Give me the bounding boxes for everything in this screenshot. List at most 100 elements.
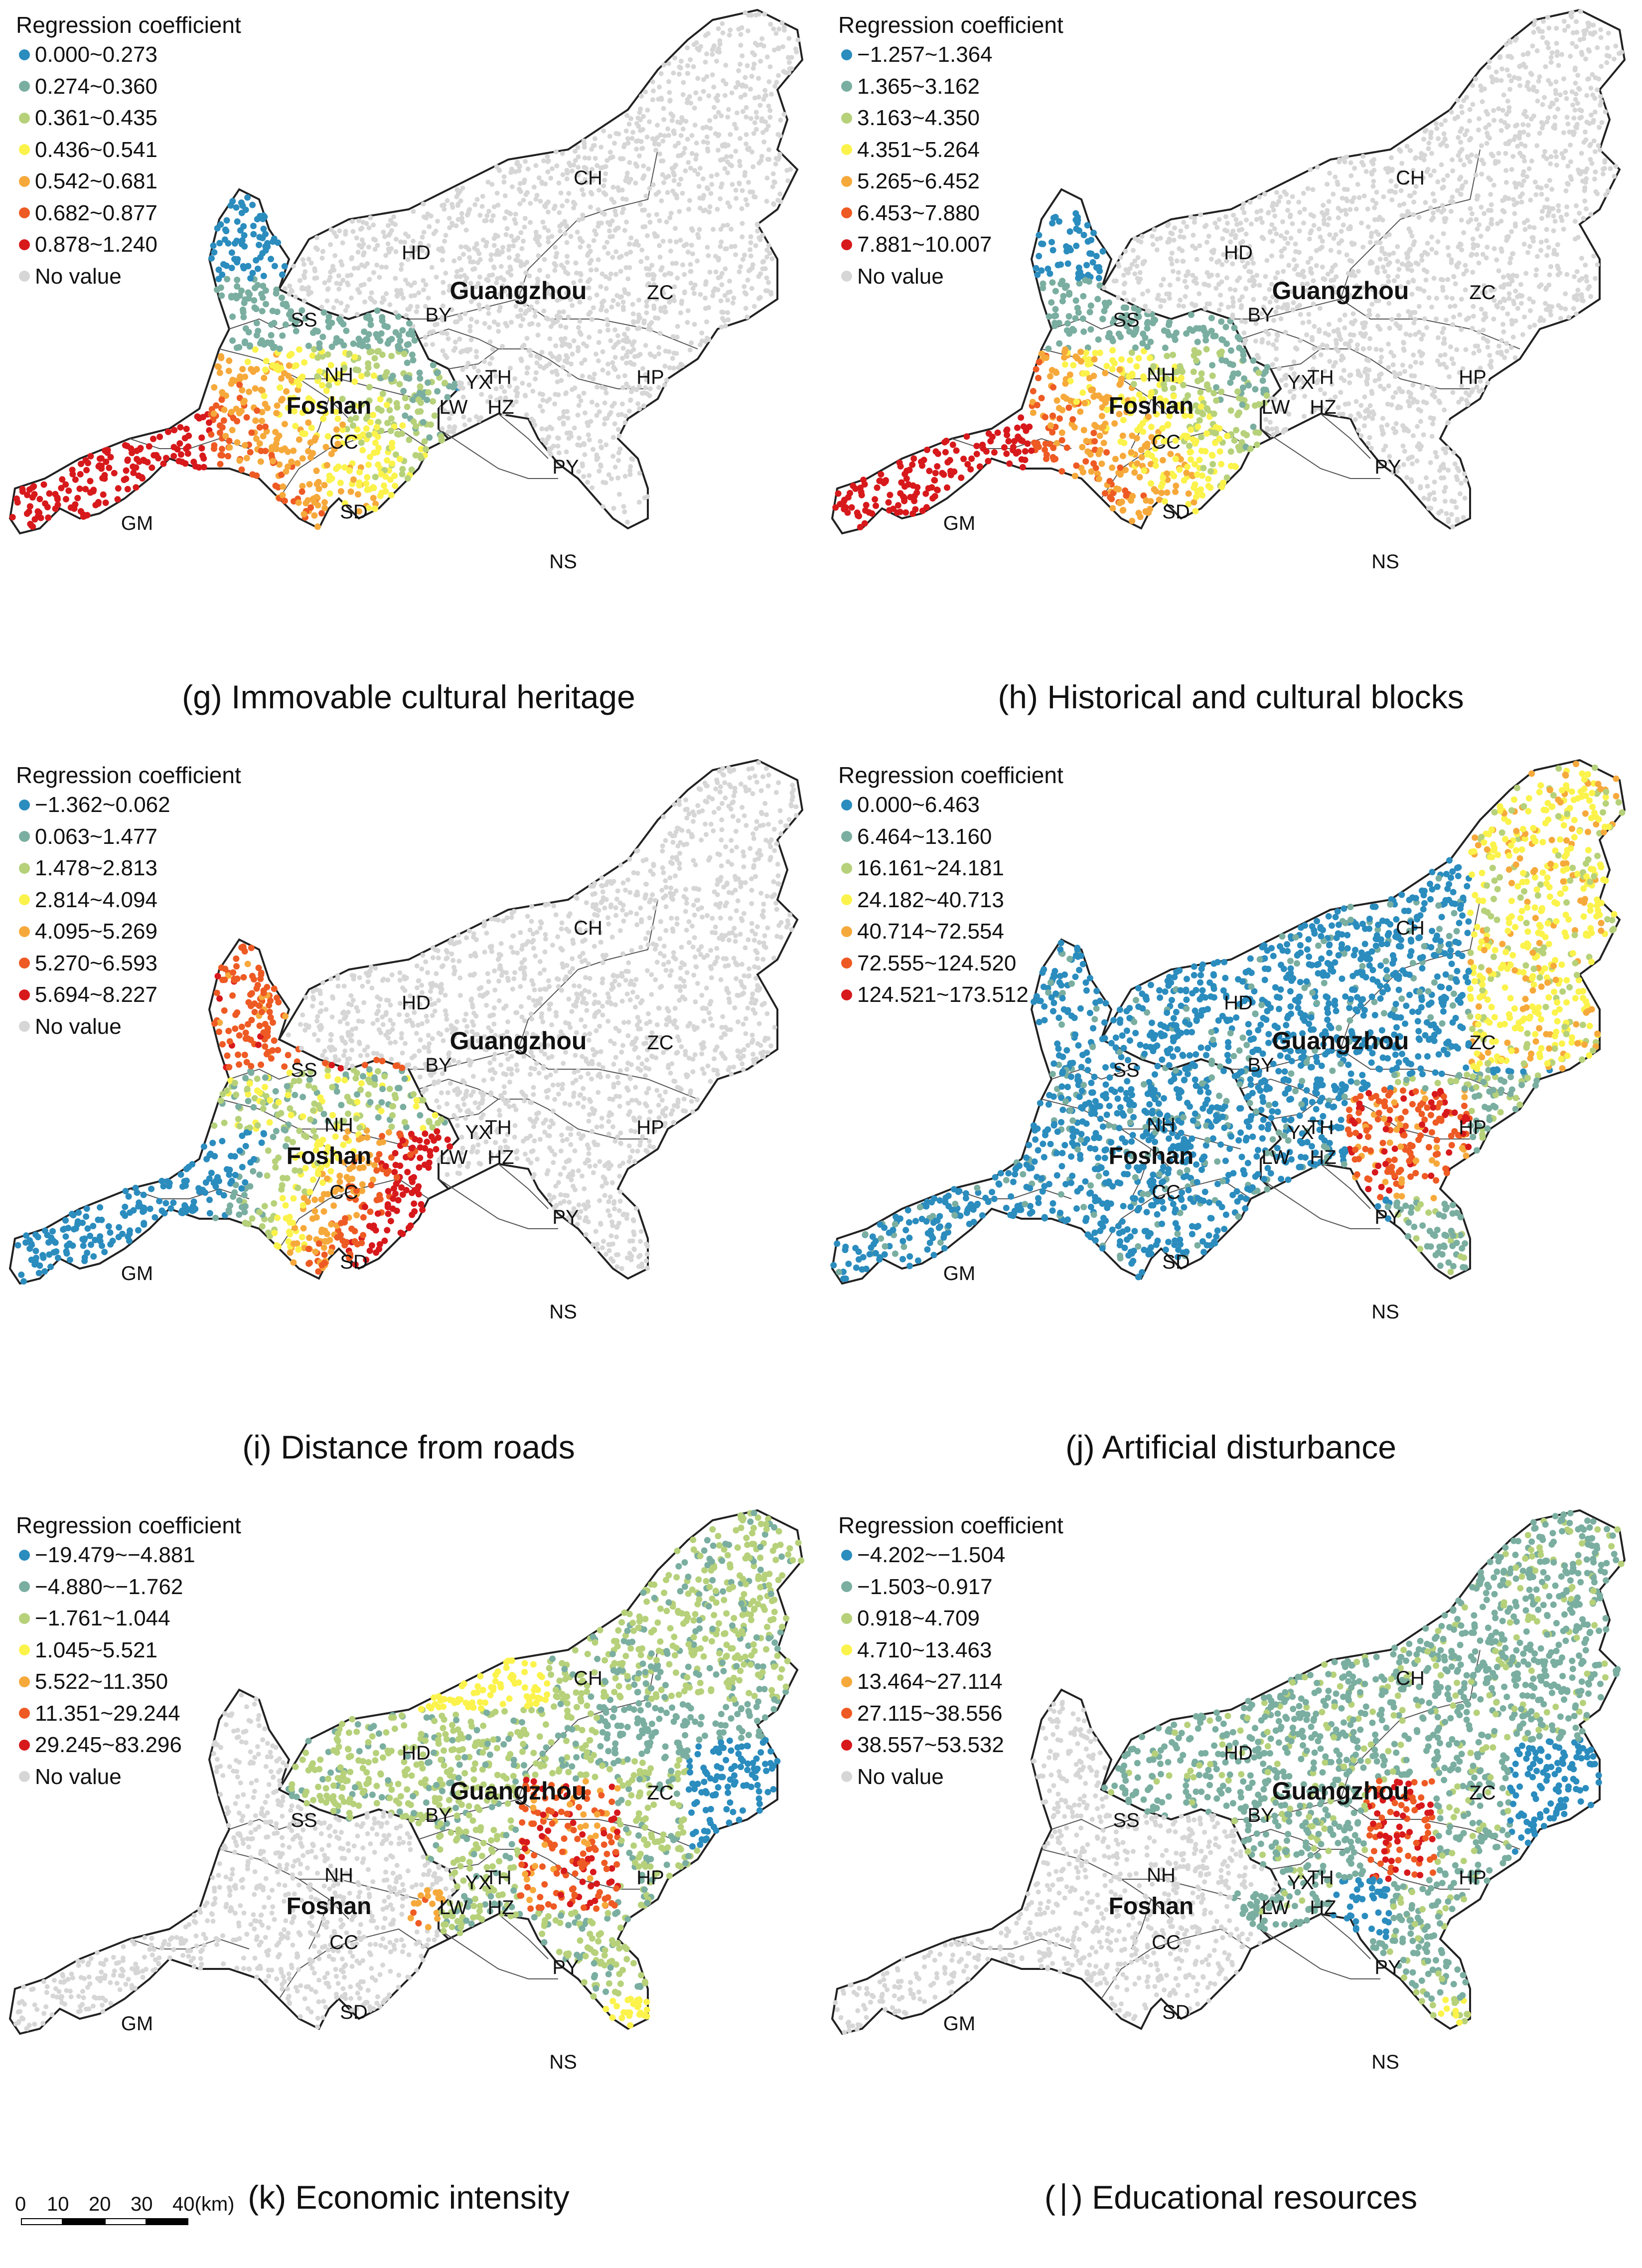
sample-point-no-value <box>609 218 615 224</box>
sample-point-no-value <box>1281 269 1286 274</box>
sample-point-no-value <box>593 351 598 357</box>
sample-point-no-value <box>1592 176 1597 182</box>
sample-point <box>1142 334 1149 341</box>
sample-point <box>322 410 329 416</box>
sample-point-no-value <box>1429 305 1435 310</box>
sample-point-no-value <box>1283 382 1289 388</box>
sample-point-no-value <box>586 243 592 249</box>
sample-point-no-value <box>609 196 614 202</box>
sample-point-no-value <box>1522 227 1528 232</box>
sample-point-no-value <box>559 221 565 227</box>
sample-point-no-value <box>1567 129 1572 135</box>
sample-point-no-value <box>1381 447 1386 453</box>
sample-point <box>259 215 266 222</box>
sample-point-no-value <box>447 424 452 430</box>
sample-point-no-value <box>756 94 761 100</box>
sample-point <box>183 426 190 432</box>
sample-point-no-value <box>660 172 665 177</box>
sample-point-no-value <box>1591 138 1597 144</box>
sample-point-no-value <box>711 45 716 50</box>
sample-point-no-value <box>449 307 454 313</box>
sample-point-no-value <box>1461 98 1467 103</box>
sample-point-no-value <box>1361 333 1367 339</box>
sample-point-no-value <box>1518 301 1524 306</box>
sample-point-no-value <box>1322 391 1327 396</box>
sample-point-no-value <box>534 192 540 198</box>
sample-point-no-value <box>1310 337 1315 342</box>
sample-point-no-value <box>1373 346 1379 352</box>
sample-point <box>103 459 110 465</box>
sample-point-no-value <box>1298 338 1303 343</box>
sample-point-no-value <box>1478 233 1484 239</box>
sample-point-no-value <box>1150 234 1155 239</box>
sample-point <box>1073 462 1080 469</box>
sample-point-no-value <box>541 365 547 371</box>
sample-point <box>1120 417 1127 424</box>
sample-point <box>240 263 247 270</box>
sample-point-no-value <box>467 207 472 212</box>
sample-point <box>1227 347 1234 354</box>
sample-point-no-value <box>560 172 566 177</box>
sample-point-no-value <box>521 180 527 185</box>
sample-point-no-value <box>1181 220 1187 225</box>
sample-point-no-value <box>517 163 522 168</box>
sample-point-no-value <box>1391 278 1397 284</box>
sample-point-no-value <box>1475 243 1480 248</box>
sample-point-no-value <box>1293 241 1298 247</box>
sample-point-no-value <box>1269 282 1274 287</box>
sample-point-no-value <box>1501 282 1507 288</box>
sample-point-no-value <box>601 298 606 304</box>
sample-point <box>844 509 851 516</box>
sample-point-no-value <box>472 202 478 207</box>
sample-point-no-value <box>416 290 422 296</box>
sample-point <box>220 417 227 424</box>
sample-point <box>250 231 257 238</box>
sample-point <box>434 369 441 376</box>
sample-point-no-value <box>324 298 330 304</box>
sample-point-no-value <box>1352 165 1357 171</box>
sample-point <box>1193 357 1200 364</box>
sample-point-no-value <box>545 169 551 174</box>
sample-point-no-value <box>1474 384 1480 390</box>
sample-point-no-value <box>447 288 452 293</box>
sample-point-no-value <box>1367 240 1373 245</box>
sample-point-no-value <box>623 413 628 419</box>
sample-point-no-value <box>1505 282 1511 287</box>
sample-point-no-value <box>517 201 523 206</box>
sample-point-no-value <box>499 249 505 255</box>
sample-point <box>206 419 212 426</box>
sample-point-no-value <box>1274 231 1279 237</box>
sample-point-no-value <box>425 251 430 257</box>
sample-point <box>134 456 141 463</box>
sample-point-no-value <box>1548 312 1553 318</box>
sample-point <box>1052 214 1059 220</box>
sample-point <box>1072 297 1079 304</box>
sample-point-no-value <box>553 343 559 348</box>
sample-point-no-value <box>1441 340 1446 346</box>
sample-point-no-value <box>1474 154 1480 159</box>
sample-point-no-value <box>366 225 372 231</box>
sample-point <box>863 501 870 508</box>
sample-point-no-value <box>1368 234 1374 239</box>
sample-point-no-value <box>1310 187 1316 192</box>
sample-point-no-value <box>687 198 692 203</box>
sample-point-no-value <box>1422 316 1427 322</box>
sample-point-no-value <box>360 219 366 225</box>
sample-point-no-value <box>745 63 750 68</box>
sample-point-no-value <box>1245 261 1250 266</box>
sample-point-no-value <box>1399 294 1404 300</box>
sample-point-no-value <box>1359 160 1364 165</box>
sample-point-no-value <box>450 204 455 210</box>
sample-point-no-value <box>1407 247 1413 252</box>
sample-point-no-value <box>709 173 714 179</box>
sample-point <box>337 318 344 325</box>
sample-point-no-value <box>1500 108 1505 113</box>
sample-point-no-value <box>509 320 514 325</box>
sample-point-no-value <box>677 64 682 70</box>
sample-point <box>1186 443 1193 449</box>
sample-point <box>1095 264 1102 271</box>
sample-point <box>114 496 121 503</box>
sample-point-no-value <box>619 294 624 300</box>
sample-point-no-value <box>515 298 521 303</box>
sample-point-no-value <box>548 446 554 451</box>
